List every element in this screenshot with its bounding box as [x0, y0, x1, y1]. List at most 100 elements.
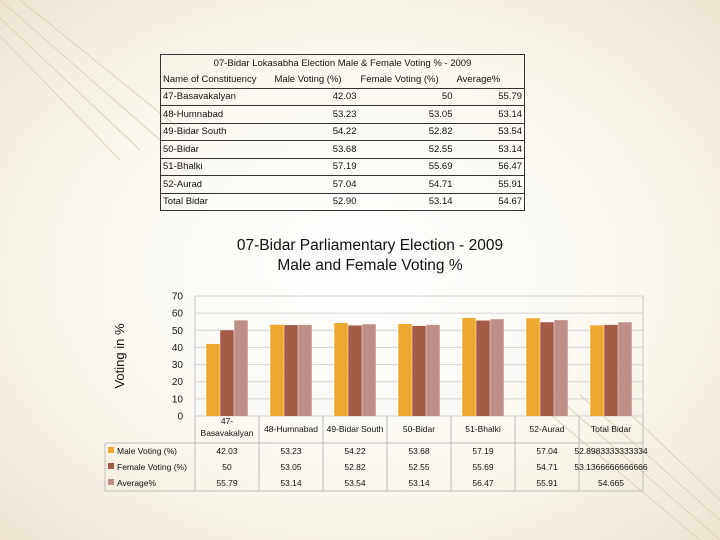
- data-label: 53.14: [280, 478, 302, 488]
- bar-male-voting: [526, 318, 540, 416]
- male-voting-cell: 57.19: [272, 157, 359, 176]
- bar-male-voting: [334, 323, 348, 416]
- bar-male-voting: [398, 323, 412, 416]
- header-average: Average%: [454, 71, 526, 89]
- y-tick-label: 50: [172, 326, 184, 337]
- chart-subtitle: Male and Female Voting %: [277, 257, 463, 274]
- female-voting-cell: 55.69: [358, 157, 455, 176]
- female-voting-cell: 52.55: [358, 140, 455, 158]
- bar-female-voting: [348, 325, 362, 416]
- y-tick-label: 20: [172, 377, 184, 388]
- female-voting-cell: 53.14: [358, 192, 455, 211]
- bar-male-voting: [270, 324, 284, 416]
- bar-average: [362, 324, 376, 416]
- male-voting-cell: 57.04: [272, 175, 359, 193]
- data-label: 52.82: [344, 462, 366, 472]
- table-header-row: Name of Constituency Male Voting (%) Fem…: [160, 71, 526, 89]
- average-cell: 56.47: [454, 157, 526, 176]
- average-cell: 54.67: [454, 192, 526, 211]
- data-label: 57.04: [536, 446, 558, 456]
- x-category-label: 48-Humnabad: [264, 424, 318, 434]
- header-male-voting: Male Voting (%): [272, 71, 359, 89]
- data-label: 54.71: [536, 462, 558, 472]
- bar-female-voting: [540, 322, 554, 416]
- y-tick-label: 0: [177, 412, 183, 423]
- bar-male-voting: [462, 317, 476, 416]
- table-row: 47-Basavakalyan 42.03 50 55.79: [160, 87, 526, 106]
- bar-female-voting: [220, 330, 234, 416]
- bar-average: [554, 320, 568, 416]
- data-label: 42.03: [216, 446, 238, 456]
- constituency-cell: 51-Bhalki: [160, 157, 273, 176]
- male-voting-cell: 54.22: [272, 122, 359, 141]
- data-label: 53.14: [408, 478, 430, 488]
- x-category-label: Basavakalyan: [201, 428, 254, 438]
- bar-male-voting: [206, 343, 220, 416]
- data-label: 53.23: [280, 446, 302, 456]
- bar-average: [490, 319, 504, 416]
- male-voting-cell: 42.03: [272, 87, 359, 106]
- average-cell: 53.54: [454, 122, 526, 141]
- y-tick-label: 60: [172, 309, 184, 320]
- y-axis-label: Voting in %: [112, 323, 127, 388]
- chart-title-block: 07-Bidar Parliamentary Election - 2009 M…: [200, 236, 540, 276]
- female-voting-cell: 50: [358, 87, 455, 106]
- constituency-cell: Total Bidar: [160, 192, 273, 211]
- x-category-label: 52-Aurad: [530, 424, 565, 434]
- male-voting-cell: 53.23: [272, 105, 359, 123]
- table-row: Total Bidar 52.90 53.14 54.67: [160, 192, 526, 211]
- data-label: 57.19: [472, 446, 494, 456]
- bar-female-voting: [476, 320, 490, 416]
- data-label: 50: [222, 462, 232, 472]
- header-constituency: Name of Constituency: [160, 71, 273, 89]
- y-tick-label: 30: [172, 360, 184, 371]
- average-cell: 53.14: [454, 105, 526, 123]
- data-label: 53.05: [280, 462, 302, 472]
- data-label: 54.665: [598, 478, 624, 488]
- data-label: 53.68: [408, 446, 430, 456]
- data-label: 56.47: [472, 478, 494, 488]
- average-cell: 55.91: [454, 175, 526, 193]
- female-voting-cell: 52.82: [358, 122, 455, 141]
- data-label: 55.79: [216, 478, 238, 488]
- x-category-label: 47-: [221, 416, 233, 426]
- x-category-label: Total Bidar: [591, 424, 631, 434]
- table-row: 48-Humnabad 53.23 53.05 53.14: [160, 105, 526, 123]
- constituency-cell: 48-Humnabad: [160, 105, 273, 123]
- table-row: 49-Bidar South 54.22 52.82 53.54: [160, 122, 526, 141]
- data-label: 53.1366666666666: [574, 462, 648, 472]
- average-cell: 53.14: [454, 140, 526, 158]
- y-tick-label: 10: [172, 394, 184, 405]
- bar-average: [234, 320, 248, 416]
- data-label: 55.69: [472, 462, 494, 472]
- legend-label: Male Voting (%): [117, 446, 177, 456]
- legend-swatch: [108, 479, 114, 485]
- constituency-cell: 47-Basavakalyan: [160, 87, 273, 106]
- male-voting-cell: 53.68: [272, 140, 359, 158]
- data-label: 52.8983333333334: [574, 446, 648, 456]
- header-female-voting: Female Voting (%): [358, 71, 455, 89]
- data-label: 53.54: [344, 478, 366, 488]
- x-category-label: 51-Bhalki: [465, 424, 501, 434]
- female-voting-cell: 53.05: [358, 105, 455, 123]
- male-voting-cell: 52.90: [272, 192, 359, 211]
- constituency-cell: 50-Bidar: [160, 140, 273, 158]
- average-cell: 55.79: [454, 87, 526, 106]
- x-category-label: 49-Bidar South: [327, 424, 384, 434]
- y-tick-label: 40: [172, 343, 184, 354]
- table-row: 52-Aurad 57.04 54.71 55.91: [160, 175, 526, 193]
- legend-label: Average%: [117, 478, 157, 488]
- data-label: 52.55: [408, 462, 430, 472]
- data-label: 54.22: [344, 446, 366, 456]
- chart-title: 07-Bidar Parliamentary Election - 2009: [236, 237, 504, 254]
- legend-label: Female Voting (%): [117, 462, 187, 472]
- table-row: 51-Bhalki 57.19 55.69 56.47: [160, 157, 526, 176]
- bar-female-voting: [604, 324, 618, 416]
- constituency-cell: 52-Aurad: [160, 175, 273, 193]
- voting-data-table: 07-Bidar Lokasabha Election Male & Femal…: [159, 54, 526, 211]
- bar-average: [298, 324, 312, 416]
- table-row: 50-Bidar 53.68 52.55 53.14: [160, 140, 526, 158]
- female-voting-cell: 54.71: [358, 175, 455, 193]
